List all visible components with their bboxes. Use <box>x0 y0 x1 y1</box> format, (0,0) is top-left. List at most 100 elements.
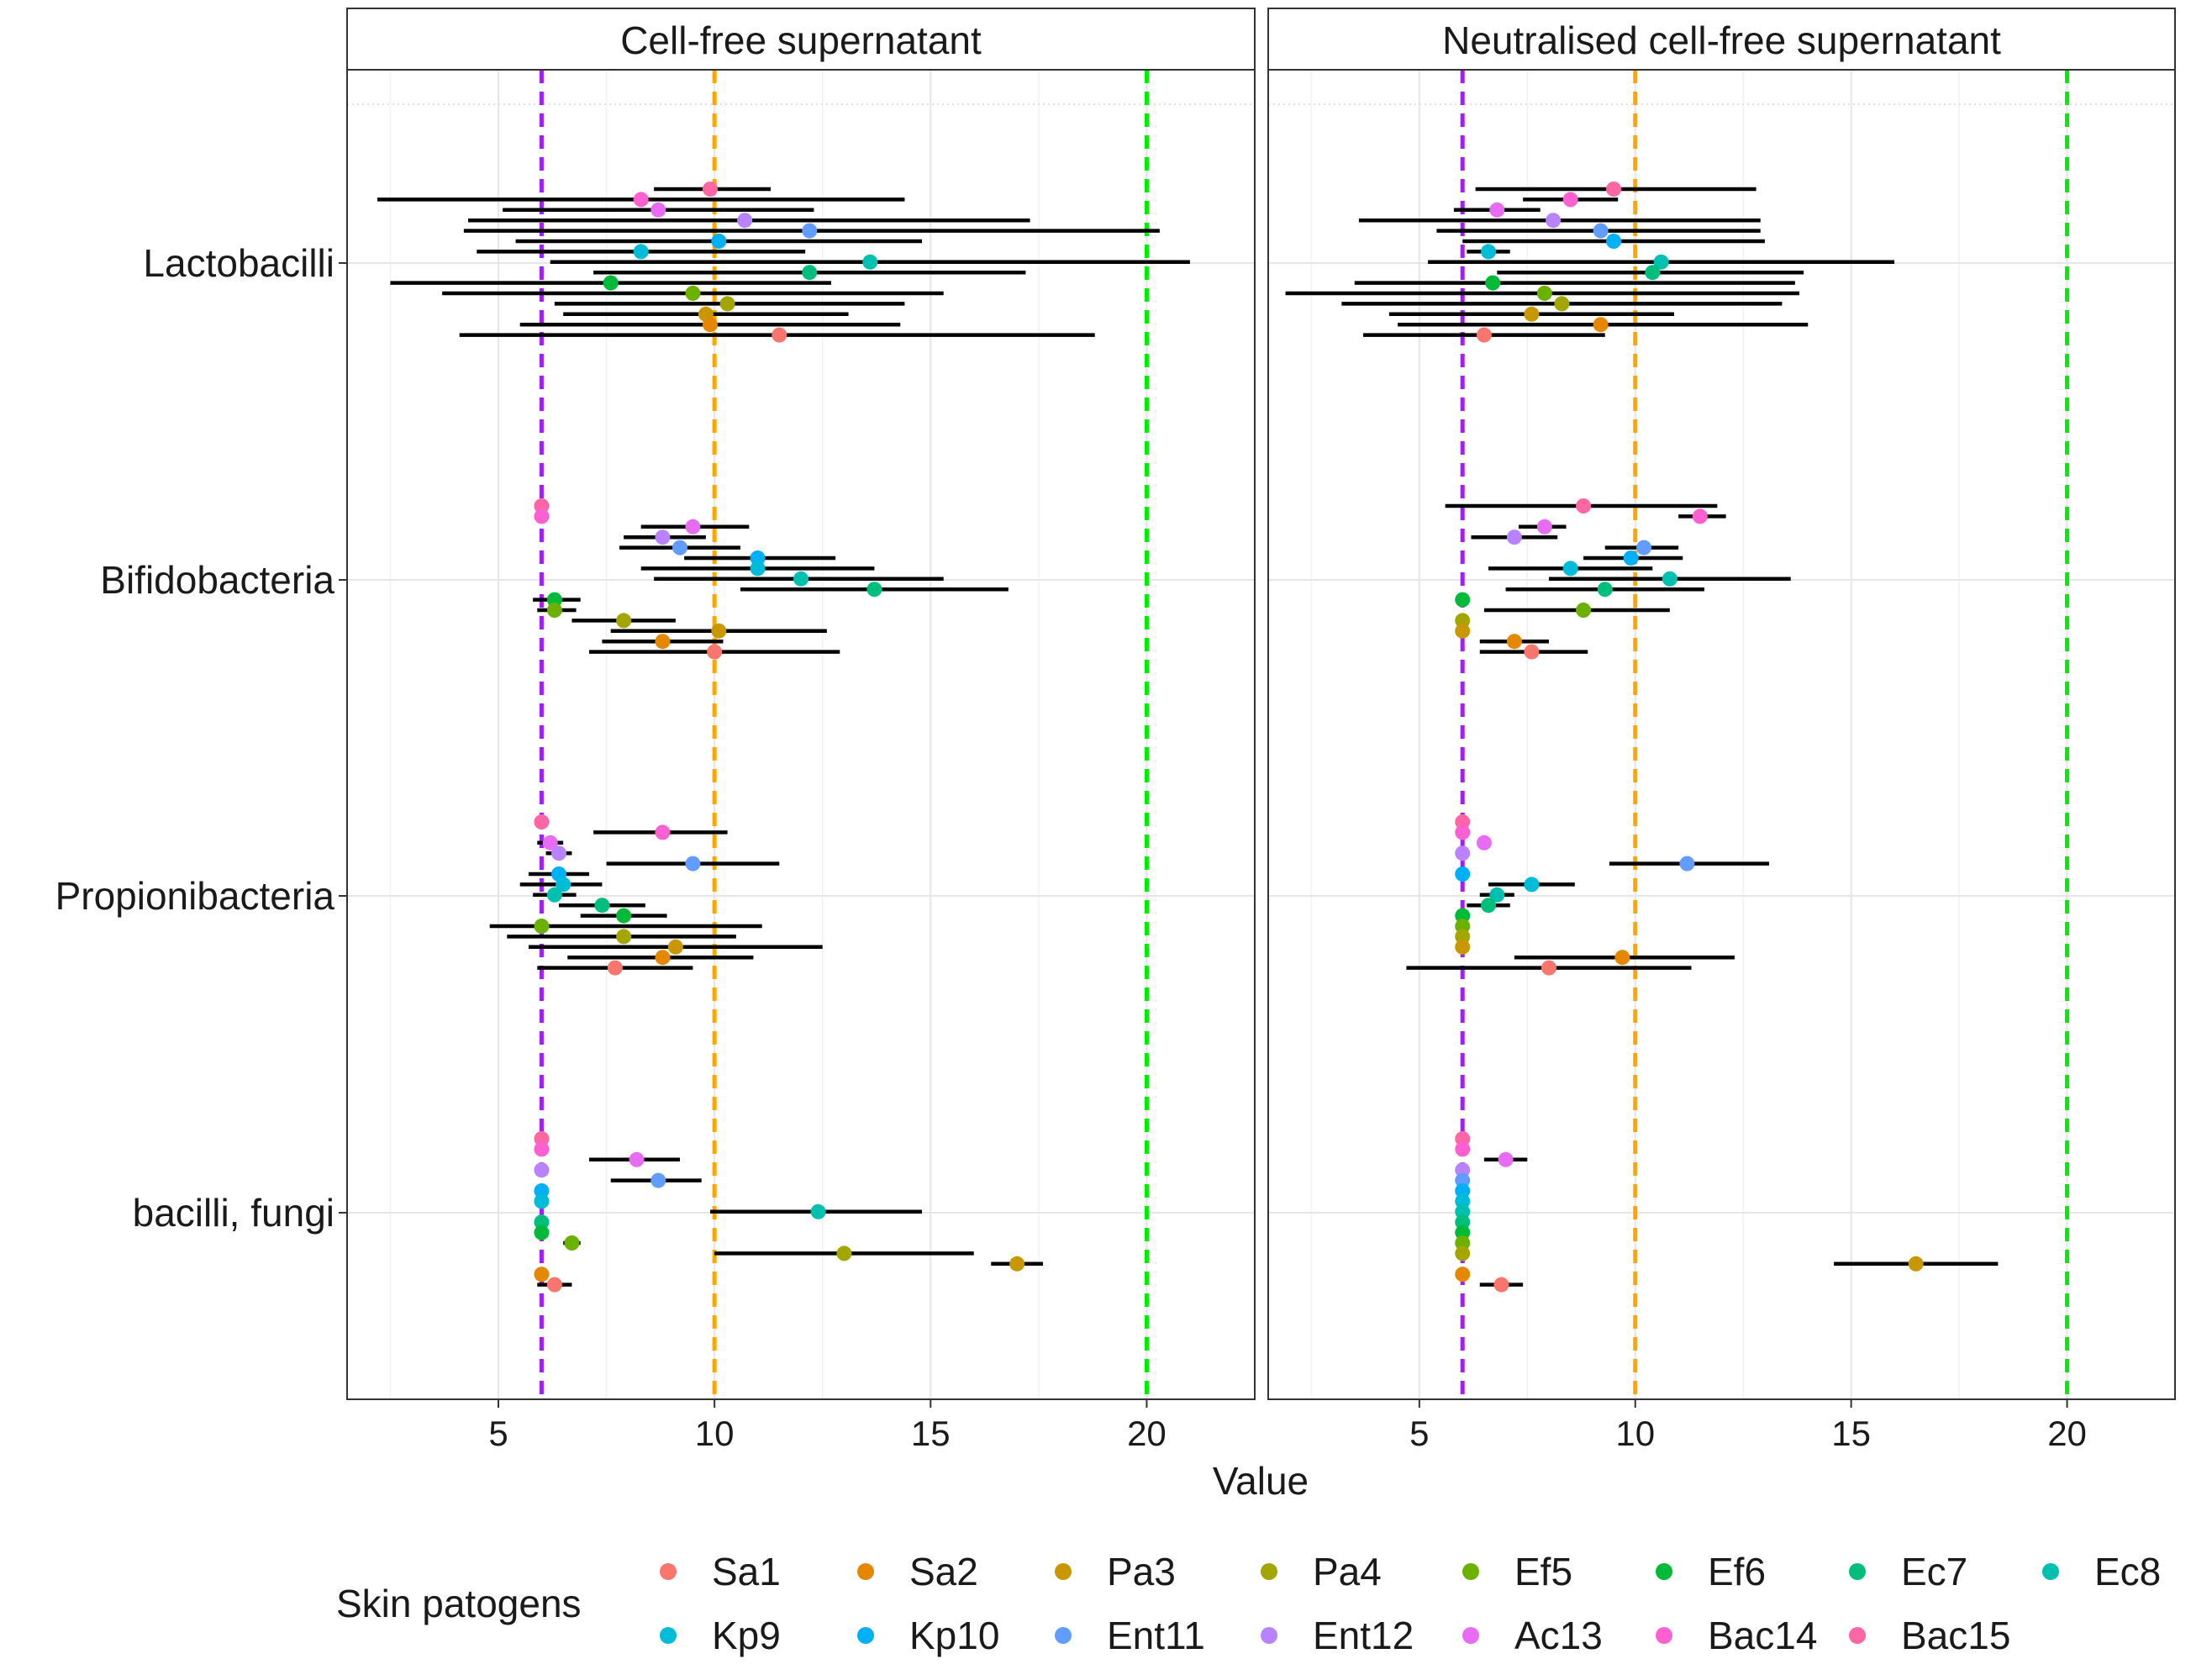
data-point <box>667 939 683 955</box>
legend-title: Skin patogens <box>336 1582 582 1625</box>
data-point <box>564 1235 580 1251</box>
data-point <box>1455 1162 1471 1178</box>
legend-swatch <box>1849 1627 1866 1644</box>
data-point <box>685 856 701 872</box>
panel-0: Cell-free supernatant 5 10 15 20 <box>346 8 1256 1453</box>
legend-swatch <box>2042 1563 2059 1580</box>
data-point <box>1455 1267 1471 1282</box>
data-point <box>1645 265 1661 281</box>
legend-swatch <box>660 1563 677 1580</box>
data-point <box>1009 1256 1025 1272</box>
data-point <box>1455 1214 1471 1230</box>
legend-swatch <box>1656 1563 1672 1580</box>
data-point <box>802 223 818 239</box>
data-point <box>546 603 562 618</box>
data-point <box>1506 634 1522 650</box>
data-point <box>534 1224 550 1240</box>
data-point <box>1536 286 1552 301</box>
y-category-label: Propionibacteria <box>55 874 335 918</box>
data-point <box>1455 1183 1471 1198</box>
data-point <box>1489 887 1505 903</box>
data-point <box>534 1267 550 1282</box>
legend-swatch <box>1055 1563 1072 1580</box>
data-point <box>1597 582 1613 598</box>
data-point <box>1908 1256 1924 1272</box>
data-point <box>750 550 766 566</box>
data-point <box>1455 1224 1471 1240</box>
data-point <box>1455 929 1471 945</box>
data-point <box>1455 919 1471 934</box>
legend-swatch <box>1055 1627 1072 1644</box>
data-point <box>1524 644 1540 660</box>
legend-swatch <box>1462 1563 1479 1580</box>
x-tick-label: 20 <box>2047 1414 2087 1453</box>
data-point <box>1455 623 1471 639</box>
data-point <box>1576 498 1592 513</box>
data-point <box>1455 1141 1471 1157</box>
legend-label: Ec8 <box>2094 1550 2161 1593</box>
data-point <box>650 202 666 218</box>
data-point <box>1455 1235 1471 1251</box>
x-axis-title: Value <box>1213 1459 1309 1503</box>
legend-label: Ac13 <box>1514 1614 1603 1657</box>
data-point <box>534 1141 550 1157</box>
data-point <box>1493 1277 1509 1293</box>
data-point <box>772 327 787 343</box>
legend-label: Pa4 <box>1313 1550 1382 1593</box>
data-point <box>685 286 701 301</box>
data-point <box>802 265 818 281</box>
data-point <box>1455 824 1471 840</box>
data-point <box>1546 213 1562 229</box>
data-point <box>607 960 623 976</box>
data-point <box>703 182 718 197</box>
data-point <box>1455 1203 1471 1219</box>
data-point <box>650 1172 666 1188</box>
data-point <box>707 644 723 660</box>
legend-label: Sa1 <box>712 1550 781 1593</box>
data-point <box>672 540 687 556</box>
data-point <box>1489 202 1505 218</box>
x-tick-label: 5 <box>488 1414 508 1453</box>
data-point <box>866 582 882 598</box>
data-point <box>1614 950 1630 966</box>
data-point <box>1593 223 1609 239</box>
data-point <box>1455 1193 1471 1209</box>
y-category-label: Bifidobacteria <box>100 558 334 602</box>
x-tick-label: 10 <box>1615 1414 1655 1453</box>
data-point <box>1455 613 1471 629</box>
x-tick-label: 15 <box>1831 1414 1871 1453</box>
data-point <box>1554 296 1570 312</box>
legend-label: Ent12 <box>1313 1614 1414 1657</box>
panel-border <box>1267 69 2176 1400</box>
x-tick-label: 5 <box>1409 1414 1429 1453</box>
data-point <box>1636 540 1652 556</box>
data-point <box>703 317 718 333</box>
data-point <box>534 1131 550 1146</box>
data-point <box>594 898 610 914</box>
data-point <box>1455 1172 1471 1188</box>
panel-strip <box>346 8 1256 71</box>
data-point <box>655 529 671 545</box>
data-point <box>655 634 671 650</box>
x-tick-label: 20 <box>1127 1414 1167 1453</box>
data-point <box>1653 254 1669 270</box>
data-point <box>534 1193 550 1209</box>
data-point <box>1455 1246 1471 1261</box>
legend-label: Kp9 <box>712 1614 781 1657</box>
data-point <box>1481 898 1497 914</box>
data-point <box>711 234 727 249</box>
data-point <box>862 254 878 270</box>
data-point <box>1455 592 1471 608</box>
data-point <box>546 887 562 903</box>
data-point <box>711 623 727 639</box>
data-point <box>1524 306 1540 322</box>
legend-swatch <box>660 1627 677 1644</box>
data-point <box>534 919 550 934</box>
data-point <box>1662 571 1677 587</box>
legend-swatch <box>1462 1627 1479 1644</box>
data-point <box>1524 877 1540 893</box>
data-point <box>534 1183 550 1198</box>
data-point <box>1455 908 1471 924</box>
